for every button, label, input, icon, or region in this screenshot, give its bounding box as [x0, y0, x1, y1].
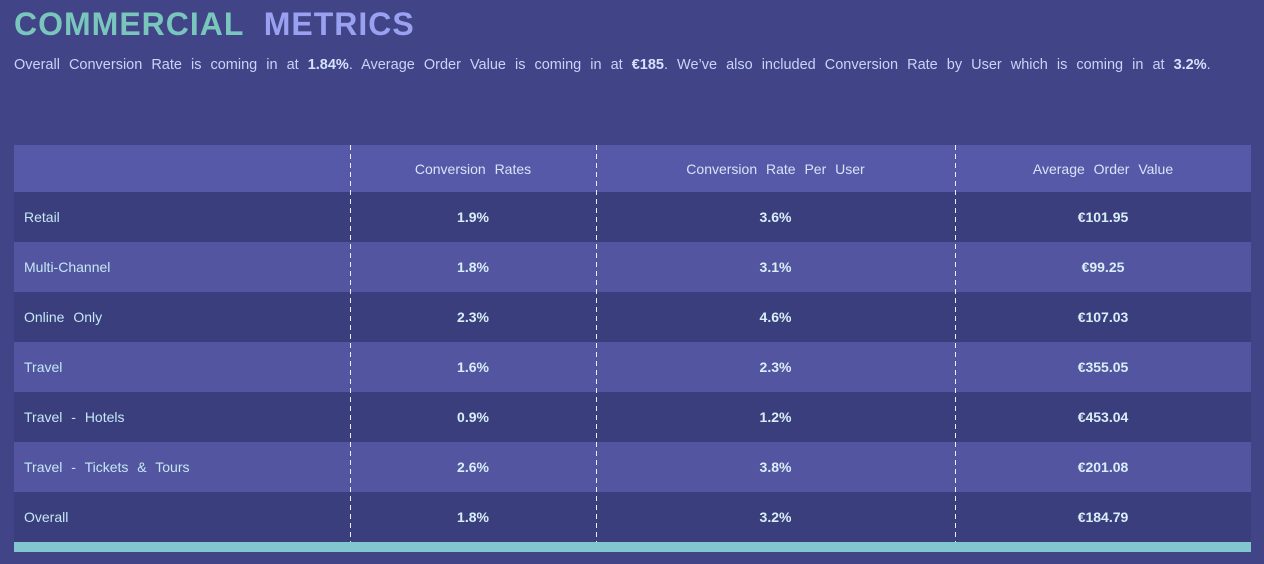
- table-row: Travel 1.6% 2.3% €355.05: [14, 342, 1251, 392]
- metrics-table: Conversion Rates Conversion Rate Per Use…: [14, 145, 1251, 552]
- intro-text-segment: Overall Conversion Rate is coming in at: [14, 57, 308, 73]
- cell-conversion-rate-per-user: 3.8%: [759, 459, 792, 475]
- column-divider-3: [955, 145, 956, 542]
- cell-average-order-value: €99.25: [1081, 259, 1125, 275]
- table-body: Retail 1.9% 3.6% €101.95 Multi-Channel 1.8% 3.…: [14, 192, 1251, 542]
- cell-conversion-rate-per-user: 3.1%: [759, 259, 792, 275]
- cell-conversion-rate-per-user: 3.6%: [759, 209, 792, 225]
- table-row: Online Only 2.3% 4.6% €107.03: [14, 292, 1251, 342]
- table-row: Travel - Tickets & Tours 2.6% 3.8% €201.08: [14, 442, 1251, 492]
- intro-text-segment: . Average Order Value is coming in at: [348, 57, 632, 73]
- intro-paragraph: Overall Conversion Rate is coming in at …: [14, 53, 1251, 78]
- intro-text-segment: .: [1206, 57, 1211, 73]
- cell-conversion-rate: 1.6%: [457, 359, 489, 375]
- column-header-average-order-value: Average Order Value: [1032, 160, 1174, 177]
- page-title-commercial: COMMERCIAL: [14, 6, 244, 42]
- table-row: Multi-Channel 1.8% 3.1% €99.25: [14, 242, 1251, 292]
- table-header-row: Conversion Rates Conversion Rate Per Use…: [14, 145, 1251, 192]
- cell-average-order-value: €107.03: [1077, 309, 1129, 325]
- cell-conversion-rate-per-user: 3.2%: [759, 509, 792, 525]
- row-label: Online Only: [24, 309, 103, 325]
- row-label: Overall: [24, 509, 69, 525]
- cell-conversion-rate: 2.3%: [457, 309, 489, 325]
- page-title: COMMERCIAL METRICS: [14, 6, 415, 43]
- page-title-metrics: METRICS: [263, 6, 415, 42]
- cell-average-order-value: €355.05: [1077, 359, 1129, 375]
- table-row: Retail 1.9% 3.6% €101.95: [14, 192, 1251, 242]
- cell-average-order-value: €101.95: [1077, 209, 1129, 225]
- cell-average-order-value: €201.08: [1077, 459, 1129, 475]
- cell-conversion-rate: 1.8%: [457, 509, 489, 525]
- cell-conversion-rate-per-user: 2.3%: [759, 359, 792, 375]
- intro-highlight-value: €185: [631, 57, 664, 73]
- table-row: Overall 1.8% 3.2% €184.79: [14, 492, 1251, 542]
- cell-conversion-rate-per-user: 1.2%: [759, 409, 792, 425]
- table-row: Travel - Hotels 0.9% 1.2% €453.04: [14, 392, 1251, 442]
- column-divider-1: [350, 145, 351, 542]
- row-label: Travel - Tickets & Tours: [24, 459, 190, 475]
- cell-conversion-rate-per-user: 4.6%: [759, 309, 792, 325]
- column-divider-2: [596, 145, 597, 542]
- column-header-conversion-rate-per-user: Conversion Rate Per User: [686, 160, 865, 177]
- row-label: Travel - Hotels: [24, 409, 125, 425]
- column-header-conversion-rates: Conversion Rates: [414, 160, 532, 177]
- cell-conversion-rate: 0.9%: [457, 409, 489, 425]
- row-label: Multi-Channel: [24, 259, 111, 275]
- cell-conversion-rate: 1.8%: [457, 259, 489, 275]
- cell-average-order-value: €453.04: [1077, 409, 1129, 425]
- bottom-accent-bar: [14, 542, 1251, 552]
- row-label: Travel: [24, 359, 63, 375]
- intro-text-segment: . We’ve also included Conversion Rate by…: [663, 57, 1174, 73]
- row-label: Retail: [24, 209, 60, 225]
- cell-conversion-rate: 1.9%: [457, 209, 489, 225]
- cell-conversion-rate: 2.6%: [457, 459, 489, 475]
- cell-average-order-value: €184.79: [1077, 509, 1129, 525]
- intro-highlight-value: 1.84%: [307, 57, 349, 73]
- intro-highlight-value: 3.2%: [1173, 57, 1207, 73]
